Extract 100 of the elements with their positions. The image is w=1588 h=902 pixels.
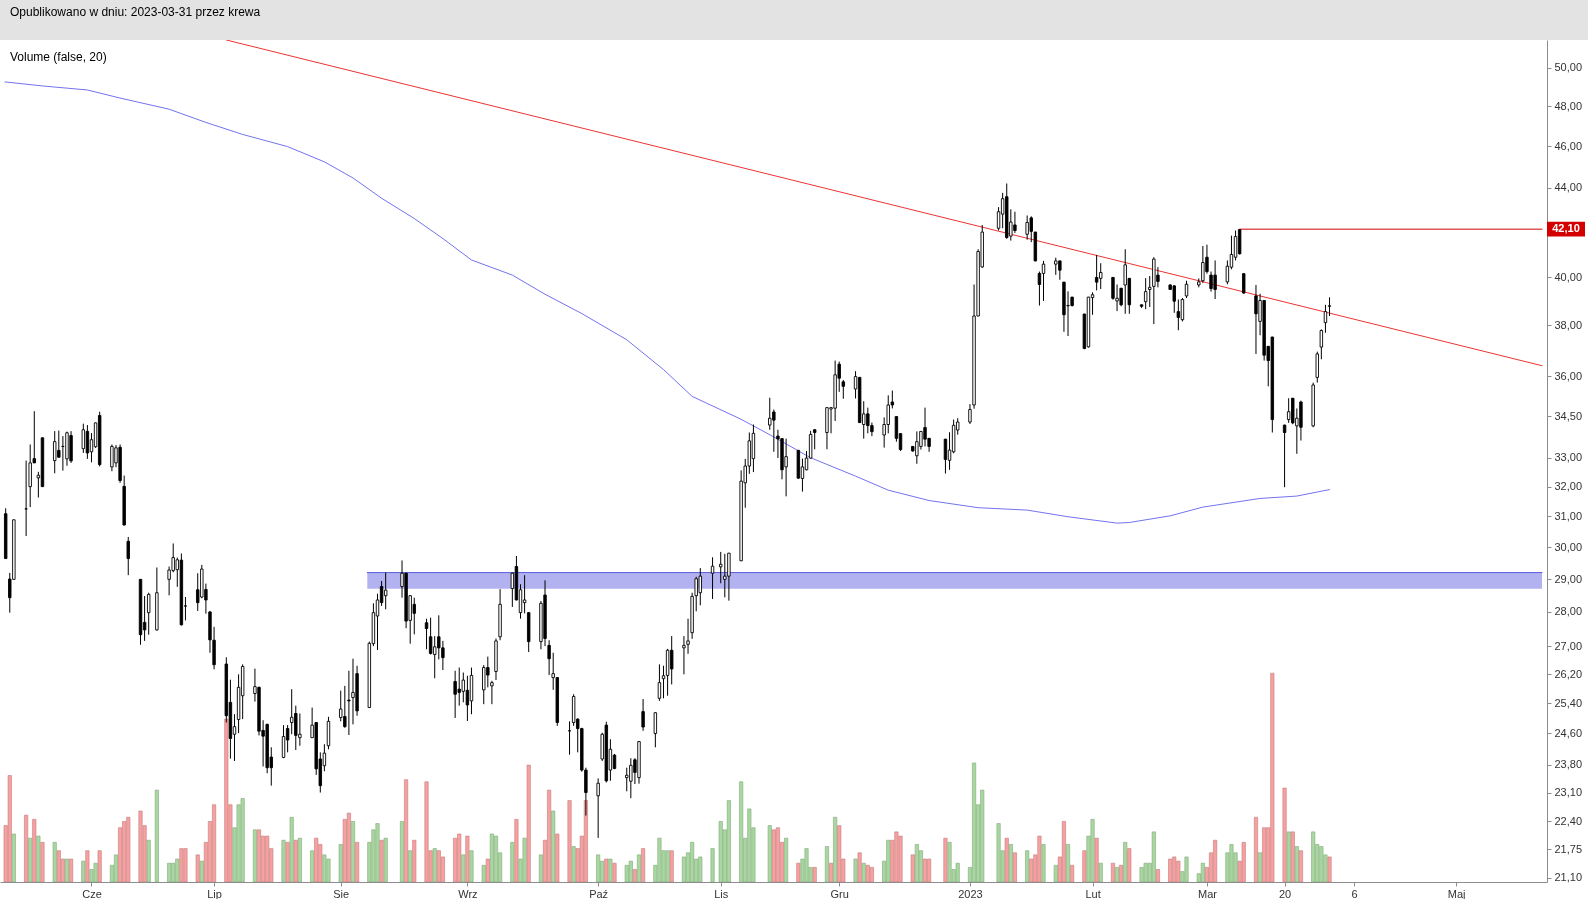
candlestick xyxy=(126,536,130,576)
bar xyxy=(40,842,45,882)
bar xyxy=(465,835,470,882)
candlestick xyxy=(629,757,633,799)
bar xyxy=(1061,821,1066,882)
bar xyxy=(400,821,405,882)
bar xyxy=(1311,831,1316,882)
candlestick xyxy=(727,552,731,602)
bar xyxy=(432,848,437,882)
bar xyxy=(1037,835,1042,882)
bar xyxy=(996,823,1001,882)
bar xyxy=(1025,850,1030,882)
bar xyxy=(833,816,838,882)
bar xyxy=(36,835,41,882)
bar xyxy=(1258,852,1263,882)
bar xyxy=(171,862,176,882)
candlestick xyxy=(1025,214,1029,241)
bar xyxy=(56,850,61,882)
candlestick xyxy=(383,572,388,610)
bar xyxy=(64,858,69,882)
bar xyxy=(52,842,57,882)
line-series xyxy=(4,81,1331,524)
bar xyxy=(461,854,466,882)
bar xyxy=(485,858,490,882)
bar xyxy=(138,810,143,882)
bar xyxy=(69,858,74,882)
bar xyxy=(898,835,903,882)
bar xyxy=(857,852,862,882)
bar xyxy=(1294,846,1299,882)
x-tick-label: Maj xyxy=(1447,887,1466,900)
candlestick xyxy=(641,698,645,732)
bar xyxy=(943,837,948,882)
bar xyxy=(812,867,817,882)
bar xyxy=(910,854,915,882)
bar xyxy=(122,821,127,882)
candlestick xyxy=(1286,397,1291,424)
bar xyxy=(612,862,617,882)
bar xyxy=(1053,864,1058,882)
candlestick xyxy=(1094,254,1099,291)
bar xyxy=(285,842,290,882)
bar xyxy=(93,862,98,882)
bar xyxy=(718,821,723,882)
bar xyxy=(1070,864,1075,882)
bar xyxy=(771,829,776,882)
bar xyxy=(257,829,262,882)
bar xyxy=(829,862,834,882)
bar xyxy=(326,858,331,882)
bar xyxy=(28,837,33,882)
y-tick-label: 26,20 xyxy=(1554,667,1583,680)
bar xyxy=(947,842,952,882)
y-tick-label: 34,50 xyxy=(1554,409,1583,422)
bar xyxy=(690,842,695,882)
bar xyxy=(424,781,429,882)
candlestick xyxy=(1327,296,1332,317)
bar xyxy=(154,789,159,882)
bar xyxy=(453,837,458,882)
candlestick xyxy=(294,705,298,751)
candlestick xyxy=(866,407,870,434)
bar xyxy=(11,833,16,882)
bar xyxy=(641,848,646,882)
bar xyxy=(195,854,200,882)
bar xyxy=(1098,862,1103,882)
candlestick xyxy=(110,443,114,472)
bar xyxy=(1213,839,1218,882)
bar xyxy=(1119,864,1124,882)
data-label: 42,10 xyxy=(1552,222,1580,235)
bar xyxy=(1184,856,1189,882)
bar xyxy=(481,864,486,882)
bar xyxy=(1155,869,1160,882)
bar xyxy=(1172,856,1177,882)
chart-title: Opublikowano w dniu: 2023-03-31 przez krewa xyxy=(10,5,261,19)
y-tick-label: 29,00 xyxy=(1554,572,1583,585)
bar xyxy=(1139,867,1144,882)
y-tick-label: 46,00 xyxy=(1554,139,1583,152)
bar xyxy=(383,837,388,882)
bar xyxy=(923,858,928,882)
bar xyxy=(972,762,977,882)
candlestick xyxy=(441,640,445,671)
bar xyxy=(1115,867,1120,882)
candlestick xyxy=(1013,211,1017,234)
bar xyxy=(1270,672,1275,882)
bar xyxy=(81,860,86,882)
bar xyxy=(1004,837,1009,882)
candlestick xyxy=(281,724,286,759)
bar xyxy=(1110,862,1115,882)
candlestick xyxy=(1099,262,1103,290)
y-tick-label: 28,00 xyxy=(1554,605,1583,618)
y-tick-label: 48,00 xyxy=(1554,99,1583,112)
x-tick-label: 20 xyxy=(1278,887,1292,900)
bar xyxy=(538,854,543,882)
bar xyxy=(489,833,494,882)
bar xyxy=(886,839,891,882)
bar xyxy=(1229,844,1234,882)
bar xyxy=(375,823,380,882)
bar xyxy=(1262,827,1267,882)
bar xyxy=(767,825,772,882)
candlestick xyxy=(669,635,674,685)
bar xyxy=(837,825,842,882)
bar xyxy=(1319,846,1324,882)
bar xyxy=(297,837,302,882)
